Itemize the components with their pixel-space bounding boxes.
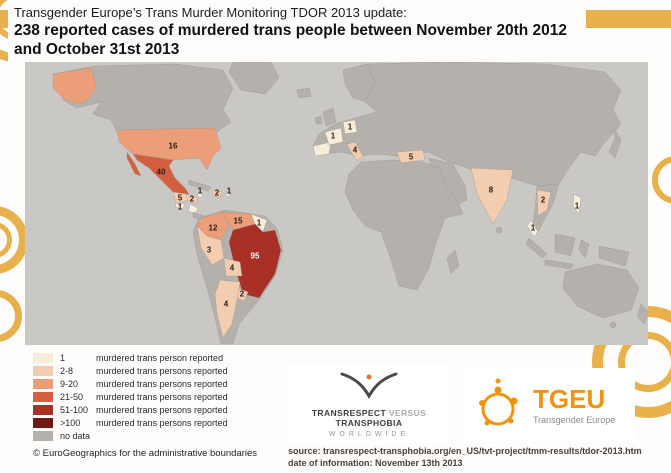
legend-row: 1 murdered trans person reported <box>33 352 257 364</box>
map-marker-italy: 4 <box>352 145 358 155</box>
world-map: 16 40 5 1 2 1 2 1 12 15 1 95 3 4 2 4 1 1 4 5 8 2 1 1 <box>25 62 648 345</box>
tvt-v-symbol-icon <box>340 372 398 399</box>
legend-row: 51-100 murdered trans persons reported <box>33 404 257 416</box>
tvt-logo-tagline: WORLDWIDE <box>328 431 410 438</box>
legend-swatch <box>33 431 53 441</box>
gold-ring-decoration <box>0 290 22 342</box>
map-marker-brazil: 95 <box>250 251 260 261</box>
map-marker-uruguay: 2 <box>239 289 245 299</box>
legend-range: no data <box>60 431 91 441</box>
source-url: source: transrespect-transphobia.org/en_… <box>288 446 642 456</box>
map-marker-venezuela: 15 <box>233 216 243 226</box>
legend-label: murdered trans persons reported <box>96 405 228 415</box>
tgeu-name: TGEU <box>533 383 606 414</box>
source-block: source: transrespect-transphobia.org/en_… <box>288 445 642 469</box>
page-title: 238 reported cases of murdered trans peo… <box>14 22 568 58</box>
legend-range: 2-8 <box>60 366 74 376</box>
map-legend: 1 murdered trans person reported 2-8 murder… <box>33 352 257 459</box>
map-marker-colombia: 12 <box>208 223 218 233</box>
legend-row: no data <box>33 430 257 442</box>
legend-swatch <box>33 379 53 389</box>
tgeu-subtitle: Transgender Europe <box>533 414 616 425</box>
map-marker-guatemala: 5 <box>177 193 183 203</box>
tvt-word-versus: VERSUS <box>388 408 427 418</box>
transrespect-versus-transphobia-logo: TRANSRESPECT VERSUS TRANSPHOBIA WORLDWID… <box>288 363 450 445</box>
legend-range: 51-100 <box>60 405 89 415</box>
map-marker-mexico: 40 <box>156 167 166 177</box>
legend-row: 9-20 murdered trans persons reported <box>33 378 257 390</box>
map-marker-dominican-republic: 2 <box>214 188 220 198</box>
map-markers: 16 40 5 1 2 1 2 1 12 15 1 95 3 4 2 4 1 1 4 5 8 2 1 1 <box>25 62 648 345</box>
world-map-svg <box>25 62 648 345</box>
legend-label: murdered trans persons reported <box>96 392 228 402</box>
gold-ring-decoration <box>652 156 671 204</box>
tgeu-logo: TGEU Transgender Europe <box>463 368 635 442</box>
tgeu-logo-text: TGEU Transgender Europe <box>533 386 615 425</box>
map-marker-guyana: 1 <box>256 218 262 228</box>
map-marker-france: 1 <box>330 131 336 141</box>
map-marker-philippines: 1 <box>574 201 580 211</box>
legend-range: >100 <box>60 418 81 428</box>
legend-row: 21-50 murdered trans persons reported <box>33 391 257 403</box>
legend-swatch <box>33 366 53 376</box>
map-marker-turkey: 5 <box>408 152 414 162</box>
map-marker-argentina: 4 <box>223 299 229 309</box>
map-marker-thailand: 2 <box>540 195 546 205</box>
legend-range: 21-50 <box>60 392 84 402</box>
legend-label: murdered trans person reported <box>96 353 224 363</box>
legend-copyright: © EuroGeographics for the administrative… <box>33 448 258 459</box>
map-marker-el-salvador: 1 <box>177 202 183 212</box>
legend-swatch <box>33 392 53 402</box>
legend-rows: 1 murdered trans person reported 2-8 murder… <box>33 352 257 442</box>
legend-swatch <box>33 405 53 415</box>
legend-swatch <box>33 418 53 428</box>
legend-row: 2-8 murdered trans persons reported <box>33 365 257 377</box>
map-marker-puerto-rico: 1 <box>226 186 232 196</box>
legend-label: murdered trans persons reported <box>96 366 228 376</box>
legend-swatch <box>33 353 53 363</box>
map-marker-india: 8 <box>488 185 494 195</box>
map-marker-jamaica: 1 <box>197 186 203 196</box>
legend-row: >100 murdered trans persons reported <box>33 417 257 429</box>
map-marker-honduras: 2 <box>189 194 195 204</box>
tgeu-circle-icon <box>479 378 518 426</box>
title-block: Transgender Europe’s Trans Murder Monito… <box>8 0 586 62</box>
map-marker-peru: 3 <box>206 245 212 255</box>
map-marker-germany: 1 <box>347 122 353 132</box>
legend-label: murdered trans persons reported <box>96 379 228 389</box>
tvt-logo-words: TRANSRESPECT VERSUS TRANSPHOBIA <box>288 408 450 428</box>
tvt-word-transphobia: TRANSPHOBIA <box>335 418 403 428</box>
title-subtitle: Transgender Europe’s Trans Murder Monito… <box>14 5 407 20</box>
footer: 1 murdered trans person reported 2-8 murder… <box>0 345 671 473</box>
map-marker-malaysia: 1 <box>530 223 536 233</box>
tvt-word-transrespect: TRANSRESPECT <box>311 408 387 418</box>
legend-range: 9-20 <box>60 379 79 389</box>
map-marker-bolivia: 4 <box>229 263 235 273</box>
map-marker-usa: 16 <box>168 141 178 151</box>
source-date: date of information: November 13th 2013 <box>288 458 463 469</box>
legend-range: 1 <box>60 353 66 363</box>
legend-label: murdered trans persons reported <box>96 418 228 428</box>
